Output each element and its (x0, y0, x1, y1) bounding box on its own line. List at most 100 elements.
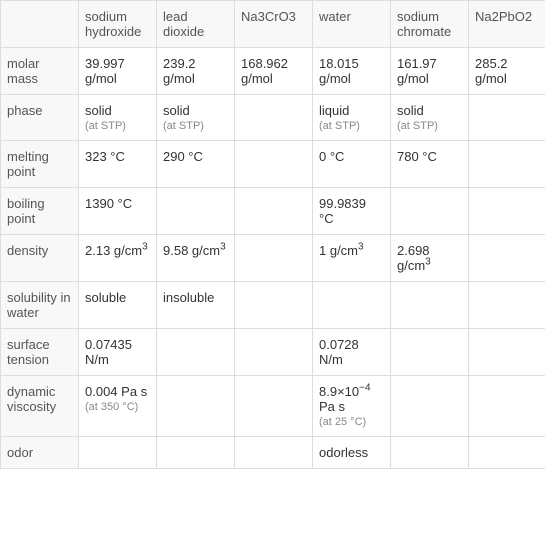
cell-sub: (at STP) (85, 120, 150, 132)
cell-value (235, 437, 313, 469)
cell-value (157, 329, 235, 376)
cell-value: odorless (313, 437, 391, 469)
cell-value: 2.698 g/cm3 (391, 235, 469, 282)
cell-value: 18.015 g/mol (313, 48, 391, 95)
table-row: molar mass 39.997 g/mol 239.2 g/mol 168.… (1, 48, 545, 95)
cell-value: 8.9×10−4 Pa s (at 25 °C) (313, 376, 391, 437)
row-label-molar-mass: molar mass (1, 48, 79, 95)
table-row: phase solid (at STP) solid (at STP) liquid… (1, 95, 545, 141)
header-sodium-chromate: sodium chromate (391, 1, 469, 48)
header-lead-dioxide: lead dioxide (157, 1, 235, 48)
cell-value (469, 235, 545, 282)
cell-value (391, 188, 469, 235)
cell-value: 285.2 g/mol (469, 48, 545, 95)
table-row: melting point 323 °C 290 °C 0 °C 780 °C (1, 141, 545, 188)
table-row: odor odorless (1, 437, 545, 469)
cell-value (469, 188, 545, 235)
cell-main: solid (397, 103, 424, 118)
row-label-solubility: solubility in water (1, 282, 79, 329)
cell-value: solid (at STP) (391, 95, 469, 141)
cell-sub: (at 350 °C) (85, 401, 150, 413)
header-water: water (313, 1, 391, 48)
cell-value (391, 282, 469, 329)
header-na3cro3: Na3CrO3 (235, 1, 313, 48)
cell-value (235, 329, 313, 376)
cell-value (235, 188, 313, 235)
row-label-odor: odor (1, 437, 79, 469)
cell-value (469, 329, 545, 376)
cell-value (79, 437, 157, 469)
table-row: boiling point 1390 °C 99.9839 °C (1, 188, 545, 235)
row-label-density: density (1, 235, 79, 282)
properties-table: sodium hydroxide lead dioxide Na3CrO3 wa… (0, 0, 545, 469)
cell-value (469, 95, 545, 141)
cell-value (235, 95, 313, 141)
row-label-melting-point: melting point (1, 141, 79, 188)
cell-value: 239.2 g/mol (157, 48, 235, 95)
cell-sub: (at STP) (319, 120, 384, 132)
cell-value: 0.07435 N/m (79, 329, 157, 376)
cell-value (235, 282, 313, 329)
cell-value: 0.004 Pa s (at 350 °C) (79, 376, 157, 437)
cell-value: 39.997 g/mol (79, 48, 157, 95)
cell-value (157, 437, 235, 469)
cell-value (469, 437, 545, 469)
cell-main: 9.58 g/cm (163, 243, 220, 258)
cell-value: 168.962 g/mol (235, 48, 313, 95)
cell-main: solid (85, 103, 112, 118)
cell-value: solid (at STP) (79, 95, 157, 141)
cell-main: solid (163, 103, 190, 118)
table-row: dynamic viscosity 0.004 Pa s(at 350 °C) … (1, 376, 545, 437)
table-row: density 2.13 g/cm3 9.58 g/cm3 1 g/cm3 2.… (1, 235, 545, 282)
cell-value: 1390 °C (79, 188, 157, 235)
cell-sub: (at STP) (163, 120, 228, 132)
cell-main: 1 g/cm (319, 243, 358, 258)
table-row: solubility in water soluble insoluble (1, 282, 545, 329)
cell-value: 0.0728 N/m (313, 329, 391, 376)
header-blank (1, 1, 79, 48)
header-na2pbo2: Na2PbO2 (469, 1, 545, 48)
cell-value: solid (at STP) (157, 95, 235, 141)
cell-value: soluble (79, 282, 157, 329)
cell-value (235, 376, 313, 437)
cell-value: 0 °C (313, 141, 391, 188)
header-sodium-hydroxide: sodium hydroxide (79, 1, 157, 48)
cell-post: Pa s (319, 399, 345, 414)
cell-value: 1 g/cm3 (313, 235, 391, 282)
cell-value: 290 °C (157, 141, 235, 188)
header-row: sodium hydroxide lead dioxide Na3CrO3 wa… (1, 1, 545, 48)
cell-sub: (at 25 °C) (319, 416, 384, 428)
cell-value: insoluble (157, 282, 235, 329)
cell-main: 8.9×10 (319, 384, 359, 399)
cell-value: liquid (at STP) (313, 95, 391, 141)
cell-value (391, 437, 469, 469)
row-label-surface-tension: surface tension (1, 329, 79, 376)
cell-value: 9.58 g/cm3 (157, 235, 235, 282)
cell-value (469, 282, 545, 329)
cell-sub: (at STP) (397, 120, 462, 132)
cell-value (157, 188, 235, 235)
row-label-boiling-point: boiling point (1, 188, 79, 235)
table-row: surface tension 0.07435 N/m 0.0728 N/m (1, 329, 545, 376)
cell-value: 780 °C (391, 141, 469, 188)
cell-main: 2.13 g/cm (85, 243, 142, 258)
cell-value (235, 235, 313, 282)
cell-value: 323 °C (79, 141, 157, 188)
cell-value: 99.9839 °C (313, 188, 391, 235)
superscript: 3 (358, 242, 364, 253)
superscript: −4 (359, 383, 370, 394)
row-label-dynamic-viscosity: dynamic viscosity (1, 376, 79, 437)
superscript: 3 (142, 242, 148, 253)
superscript: 3 (425, 257, 431, 268)
cell-value (313, 282, 391, 329)
cell-value: 161.97 g/mol (391, 48, 469, 95)
cell-value (157, 376, 235, 437)
cell-value: 2.13 g/cm3 (79, 235, 157, 282)
cell-value (391, 329, 469, 376)
cell-value (391, 376, 469, 437)
cell-value (469, 141, 545, 188)
cell-main: liquid (319, 103, 349, 118)
cell-value (235, 141, 313, 188)
cell-main: 0.004 Pa s (85, 384, 147, 399)
row-label-phase: phase (1, 95, 79, 141)
